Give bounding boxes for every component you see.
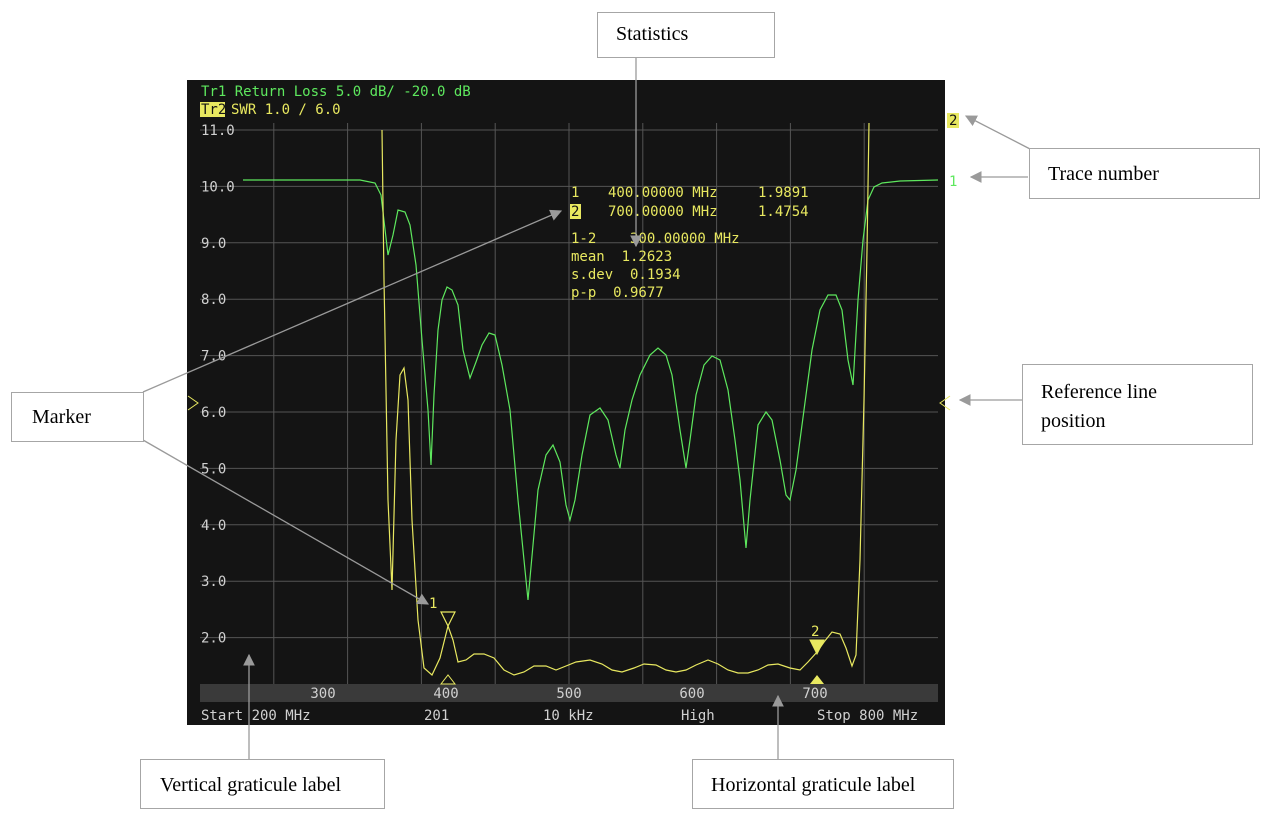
stats-delta: 1-2 300.00000 MHz	[571, 231, 740, 247]
stats-sdev: s.dev 0.1934	[571, 267, 681, 283]
marker2-axis-icon	[810, 675, 824, 684]
marker-arrow-2	[142, 439, 430, 605]
stats-m1-id: 1	[571, 185, 579, 201]
statistics-callout-text: Statistics	[616, 23, 689, 45]
analyzer-screen	[187, 80, 945, 725]
y-tick-label: 8.0	[201, 292, 226, 308]
marker-callout: Marker	[11, 392, 144, 442]
y-tick-label: 5.0	[201, 461, 226, 477]
marker1-axis-icon	[439, 674, 457, 685]
stats-m1-freq: 400.00000 MHz	[608, 185, 718, 201]
x-tick-label: 300	[310, 686, 335, 702]
y-tick-label: 7.0	[201, 349, 226, 365]
stats-m1-value: 1.9891	[758, 185, 809, 201]
stats-pp: p-p 0.9677	[571, 285, 664, 301]
horizontal-graticule-callout-text: Horizontal graticule label	[711, 774, 916, 796]
statistics-callout: Statistics	[597, 12, 775, 58]
stats-m2-value: 1.4754	[758, 204, 809, 220]
marker1-label: 1	[429, 596, 437, 612]
trace1-number: 1	[949, 174, 957, 190]
y-tick-label: 4.0	[201, 518, 226, 534]
stats-m2-freq: 700.00000 MHz	[608, 204, 718, 220]
trace2-number-bg	[947, 113, 959, 128]
trace-number-callout-text: Trace number	[1048, 163, 1159, 185]
trace-number-callout: Trace number	[1029, 148, 1260, 199]
stats-mean: mean 1.2623	[571, 249, 672, 265]
x-tick-label: 700	[802, 686, 827, 702]
y-tick-label: 3.0	[201, 574, 226, 590]
marker-statistics: 1 400.00000 MHz 1.9891 2 700.00000 MHz 1…	[570, 185, 809, 301]
horizontal-graticule-labels: 300 400 500 600 700	[310, 686, 827, 702]
footer-ifbw: 10 kHz	[543, 708, 594, 724]
reference-line-callout-text-1: Reference line	[1041, 381, 1158, 403]
marker-arrow-1	[142, 209, 563, 393]
marker2-label: 2	[811, 624, 819, 640]
callout-arrows	[142, 57, 1033, 760]
x-tick-label: 400	[433, 686, 458, 702]
graticule-grid	[200, 123, 938, 695]
trace2-number: 2	[949, 113, 957, 129]
y-tick-label: 6.0	[201, 405, 226, 421]
trace2-header: SWR 1.0 / 6.0	[231, 102, 341, 118]
reference-line-callout-text-2: position	[1041, 410, 1106, 432]
x-tick-label: 600	[679, 686, 704, 702]
stats-m2-id-bg	[570, 204, 581, 219]
trace1-header: Tr1 Return Loss 5.0 dB/ -20.0 dB	[201, 84, 471, 100]
reference-line-callout: Reference line position	[1022, 364, 1253, 445]
footer-power: High	[681, 708, 715, 724]
reference-line-right-icon	[939, 395, 951, 411]
marker-callout-text: Marker	[32, 406, 91, 428]
tr2-tag: Tr2	[201, 102, 226, 118]
horizontal-axis-bar	[200, 684, 938, 702]
trace1-curve	[243, 179, 939, 601]
vertical-graticule-callout: Vertical graticule label	[140, 759, 385, 809]
marker1: 1	[429, 596, 457, 685]
y-tick-label: 2.0	[201, 631, 226, 647]
stats-m2-id: 2	[571, 204, 579, 220]
tr2-tag-bg	[200, 102, 225, 117]
marker2-triangle-icon	[809, 639, 825, 656]
vertical-graticule-callout-text: Vertical graticule label	[160, 774, 342, 796]
footer-points: 201	[424, 708, 449, 724]
marker1-triangle-icon	[440, 611, 456, 628]
marker2: 2	[809, 624, 825, 684]
trace-number-arrow-1	[964, 115, 1033, 151]
y-tick-label: 10.0	[201, 179, 235, 195]
reference-line-left-icon	[187, 395, 199, 411]
y-tick-label: 9.0	[201, 236, 226, 252]
footer-stop: Stop 800 MHz	[817, 708, 918, 724]
horizontal-graticule-callout: Horizontal graticule label	[692, 759, 954, 809]
footer-start: Start 200 MHz	[201, 708, 311, 724]
status-footer: Start 200 MHz 201 10 kHz High Stop 800 M…	[201, 708, 918, 724]
y-tick-label: 11.0	[201, 123, 235, 139]
x-tick-label: 500	[556, 686, 581, 702]
